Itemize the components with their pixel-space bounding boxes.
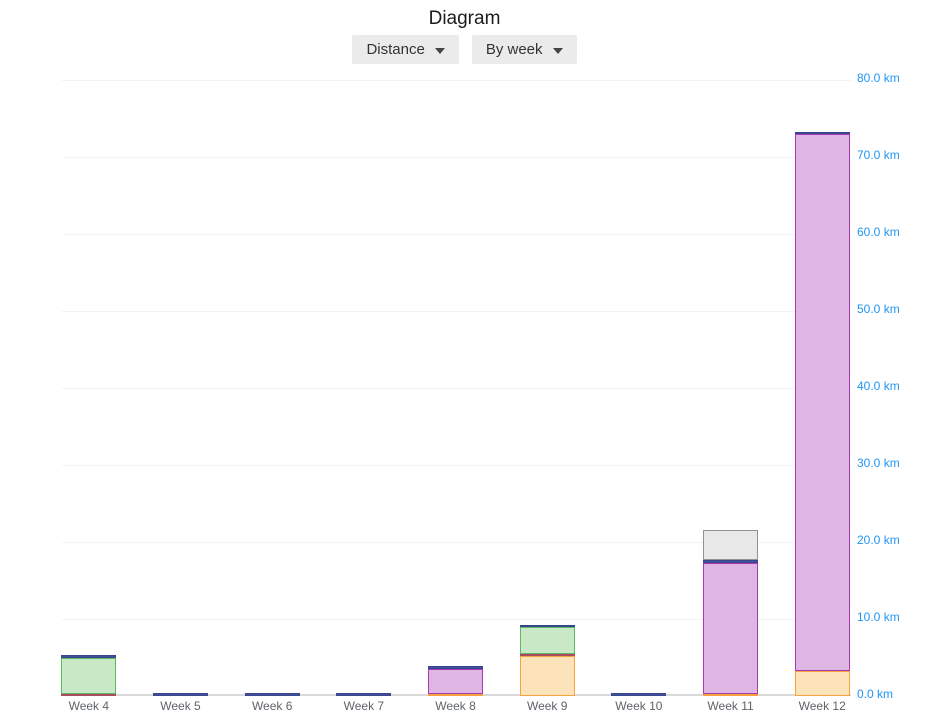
gridline [62, 157, 851, 158]
metric-dropdown[interactable]: Distance [352, 35, 459, 64]
gridline [62, 619, 851, 620]
y-tick-label: 0.0 km [857, 687, 894, 701]
bar-segment-blue-activity [519, 625, 575, 627]
bar-segment-gray-activity [703, 530, 759, 560]
bar-segment-purple-activity [428, 669, 484, 694]
chart-controls: Distance By week [0, 35, 929, 64]
bar-segment-purple-activity [703, 563, 759, 694]
x-tick-label: Week 12 [798, 699, 846, 713]
gridline [62, 234, 851, 235]
bar-segment-orange-activity [794, 671, 850, 696]
bar-segment-blue-activity [611, 693, 667, 696]
y-tick-label: 80.0 km [857, 71, 900, 85]
bar-segment-blue-activity [153, 693, 208, 696]
bar-week-11 [685, 80, 777, 696]
bars-row [43, 80, 868, 696]
bar-segment-purple-activity [794, 134, 850, 671]
y-axis-labels: 0.0 km 10.0 km 20.0 km 30.0 km 40.0 km 50.0 k… [851, 71, 921, 701]
y-tick-label: 50.0 km [857, 302, 900, 316]
caret-down-icon [434, 47, 445, 54]
x-tick-label: Week 9 [526, 699, 568, 713]
x-tick-label: Week 7 [343, 699, 385, 713]
y-tick-label: 60.0 km [857, 225, 900, 239]
bar-segment-red-activity [519, 654, 575, 656]
x-tick-label: Week 8 [435, 699, 476, 713]
x-tick-label: Week 6 [251, 699, 293, 713]
x-axis-labels: Week 4 Week 5 Week 6 Week 7 Week 8 Week 9 Week… [43, 699, 868, 713]
bar-week-7 [318, 80, 410, 696]
gridline [62, 542, 851, 543]
x-tick-label: Week 11 [707, 699, 754, 713]
bar-segment-orange-activity [519, 656, 575, 696]
gridline [62, 80, 851, 81]
bar-segment-orange-activity [428, 694, 484, 696]
metric-dropdown-label: Distance [366, 41, 425, 58]
bar-segment-blue-activity [61, 655, 117, 658]
bar-segment-blue-activity [428, 666, 484, 669]
y-tick-label: 20.0 km [857, 533, 900, 547]
bar-week-12 [776, 80, 868, 696]
bar-segment-blue-activity [794, 132, 850, 134]
plot-area: 0.0 km 10.0 km 20.0 km 30.0 km 40.0 km 50.0 k… [61, 71, 900, 701]
y-tick-label: 30.0 km [857, 456, 900, 470]
bar-week-5 [135, 80, 227, 696]
grouping-dropdown[interactable]: By week [471, 35, 577, 64]
grouping-dropdown-label: By week [485, 41, 543, 58]
x-tick-label: Week 4 [68, 699, 110, 713]
y-tick-label: 40.0 km [857, 379, 900, 393]
bar-week-10 [593, 80, 685, 696]
bar-segment-green-activity [519, 627, 575, 654]
page-title: Diagram [428, 8, 501, 29]
x-tick-label: Week 5 [160, 699, 201, 713]
bar-segment-blue-activity [703, 560, 759, 563]
caret-down-icon [552, 47, 563, 54]
bar-segment-green-activity [61, 658, 117, 694]
bar-segment-red-activity [61, 694, 117, 696]
bar-week-4 [43, 80, 135, 696]
bar-segment-orange-activity [703, 694, 759, 696]
y-tick-label: 70.0 km [857, 148, 900, 162]
bar-segment-blue-activity [244, 693, 300, 696]
gridline [62, 388, 851, 389]
bar-week-9 [501, 80, 593, 696]
gridline [62, 311, 851, 312]
y-tick-label: 10.0 km [857, 610, 900, 624]
bar-segment-blue-activity [336, 693, 392, 696]
bar-week-6 [226, 80, 318, 696]
gridline [62, 465, 851, 466]
bar-week-8 [410, 80, 502, 696]
x-tick-label: Week 10 [615, 699, 663, 713]
